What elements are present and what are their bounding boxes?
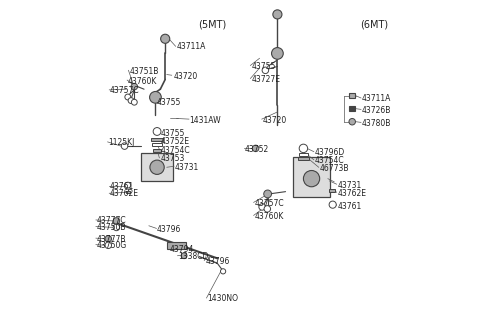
Bar xyxy=(141,154,173,181)
Bar xyxy=(126,191,130,193)
Text: 43761: 43761 xyxy=(337,202,362,211)
Circle shape xyxy=(131,83,138,90)
Circle shape xyxy=(121,143,128,149)
Text: 1430NO: 1430NO xyxy=(207,295,239,303)
Text: 43727E: 43727E xyxy=(252,75,280,84)
Circle shape xyxy=(264,190,272,198)
Circle shape xyxy=(181,253,187,259)
Text: 43755: 43755 xyxy=(157,98,181,107)
Circle shape xyxy=(259,204,265,210)
Bar xyxy=(293,157,330,196)
Circle shape xyxy=(220,269,226,274)
Text: 43761: 43761 xyxy=(110,182,134,191)
Circle shape xyxy=(150,92,161,103)
Text: 43711A: 43711A xyxy=(362,94,391,103)
Text: 43711A: 43711A xyxy=(177,42,206,51)
Text: 43752: 43752 xyxy=(245,145,269,154)
Circle shape xyxy=(125,94,131,100)
Circle shape xyxy=(132,99,137,105)
Text: 43726B: 43726B xyxy=(362,106,391,115)
Circle shape xyxy=(105,236,111,242)
Text: 43762E: 43762E xyxy=(337,189,367,198)
Text: 43777C: 43777C xyxy=(97,216,127,225)
Bar xyxy=(329,189,335,192)
Text: (5MT): (5MT) xyxy=(198,19,226,29)
Text: 1338CD: 1338CD xyxy=(178,252,209,261)
Text: 43757C: 43757C xyxy=(110,86,140,95)
Text: 43751B: 43751B xyxy=(130,67,159,76)
Bar xyxy=(167,242,186,249)
Text: 46773B: 46773B xyxy=(320,164,349,173)
Text: 43777B: 43777B xyxy=(97,235,126,244)
Bar xyxy=(152,143,162,146)
Text: 43760K: 43760K xyxy=(254,212,284,220)
Bar xyxy=(298,156,309,160)
Text: 43796: 43796 xyxy=(206,257,230,266)
Circle shape xyxy=(262,67,269,73)
Circle shape xyxy=(349,118,356,125)
Circle shape xyxy=(252,145,259,152)
Circle shape xyxy=(329,201,336,208)
Text: (6MT): (6MT) xyxy=(360,19,388,29)
Text: 43755: 43755 xyxy=(252,62,276,71)
Circle shape xyxy=(273,10,282,19)
Text: 43755: 43755 xyxy=(160,129,185,138)
Text: 43796: 43796 xyxy=(157,225,181,234)
Circle shape xyxy=(128,98,134,104)
Text: 43720: 43720 xyxy=(263,115,287,125)
Bar xyxy=(151,138,163,141)
Text: 43757C: 43757C xyxy=(254,198,284,208)
Text: 43796D: 43796D xyxy=(315,148,345,157)
Text: 43750B: 43750B xyxy=(97,223,126,232)
Circle shape xyxy=(161,34,170,43)
Text: 43760K: 43760K xyxy=(128,76,157,86)
Text: 43750G: 43750G xyxy=(97,241,127,251)
Circle shape xyxy=(113,224,120,231)
Circle shape xyxy=(125,182,131,188)
Text: 43731: 43731 xyxy=(175,163,199,172)
Bar xyxy=(349,106,356,111)
Text: 43720: 43720 xyxy=(173,72,198,81)
Text: 43780B: 43780B xyxy=(362,119,391,128)
Circle shape xyxy=(113,218,120,224)
Text: 1125KJ: 1125KJ xyxy=(108,138,135,147)
Circle shape xyxy=(303,171,320,187)
Text: 43752E: 43752E xyxy=(160,137,189,146)
Circle shape xyxy=(264,206,271,212)
Circle shape xyxy=(153,128,161,135)
Text: 43794: 43794 xyxy=(170,245,194,254)
Text: 43731: 43731 xyxy=(337,181,362,190)
Circle shape xyxy=(299,144,308,153)
Text: 1431AW: 1431AW xyxy=(190,115,221,125)
Circle shape xyxy=(105,242,111,249)
Text: 43753: 43753 xyxy=(160,154,185,163)
Circle shape xyxy=(150,160,164,174)
Bar xyxy=(153,149,161,152)
Text: 43754C: 43754C xyxy=(160,146,190,155)
Bar xyxy=(349,93,356,98)
Bar xyxy=(299,153,308,155)
Text: 43754C: 43754C xyxy=(315,156,345,165)
Circle shape xyxy=(272,48,283,59)
Text: 43762E: 43762E xyxy=(110,190,139,198)
